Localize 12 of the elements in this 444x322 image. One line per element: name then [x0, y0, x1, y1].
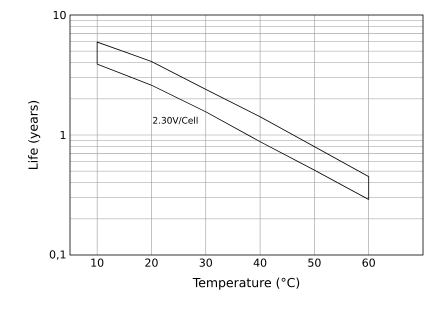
x-tick-label: 60: [362, 258, 375, 267]
y-tick-label: 10: [54, 10, 66, 20]
annotation: 2.30V/Cell: [153, 116, 198, 124]
y-tick-label: 0,1: [50, 250, 66, 260]
x-tick-label: 50: [308, 258, 321, 267]
x-tick-label: 40: [254, 258, 266, 267]
x-tick-label: 30: [200, 258, 212, 267]
y-axis-title: Life (years): [28, 100, 40, 169]
x-tick-label: 20: [145, 258, 158, 267]
x-tick-label: 10: [91, 258, 104, 267]
y-tick-label: 1: [60, 131, 66, 139]
x-axis-title: Temperature (°C): [192, 278, 300, 290]
